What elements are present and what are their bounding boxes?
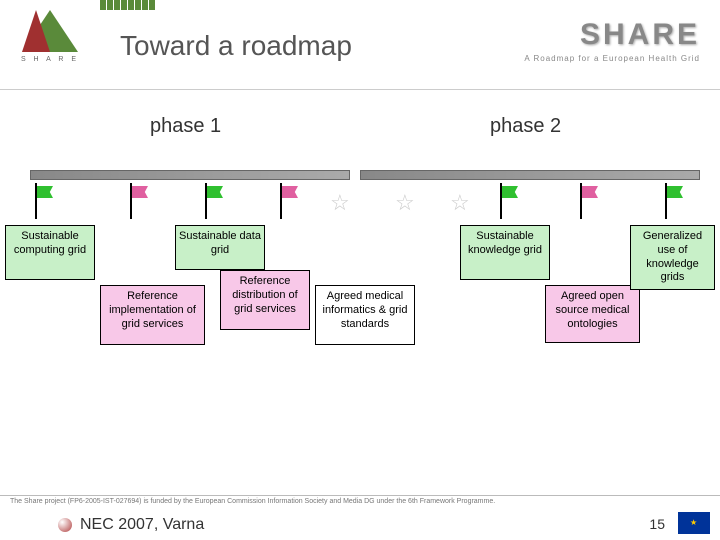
footer-funding-line: The Share project (FP6-2005-IST-027694) … xyxy=(10,498,495,505)
roadmap-diagram: phase 1 phase 2 ☆ ☆ ☆ Sustainable computin… xyxy=(0,115,720,465)
roadmap-box-b6: Sustainable knowledge grid xyxy=(460,225,550,280)
header: S H A R E Toward a roadmap SHARE A Roadm… xyxy=(0,0,720,90)
conference-label: NEC 2007, Varna xyxy=(80,516,204,534)
milestone-flag-4 xyxy=(500,183,524,219)
roadmap-box-b4: Reference distribution of grid services xyxy=(220,270,310,330)
roadmap-box-b1: Sustainable computing grid xyxy=(5,225,95,280)
milestone-flag-3 xyxy=(280,183,304,219)
share-triangle-logo: S H A R E xyxy=(15,10,85,75)
share-word: SHARE xyxy=(524,18,700,52)
milestone-flag-0 xyxy=(35,183,59,219)
timeline-bar2 xyxy=(360,170,700,180)
roadmap-box-b3: Sustainable data grid xyxy=(175,225,265,270)
milestone-flag-5 xyxy=(580,183,604,219)
milestone-flag-6 xyxy=(665,183,689,219)
roadmap-box-b2: Reference implementation of grid service… xyxy=(100,285,205,345)
phase1-label: phase 1 xyxy=(150,115,221,138)
logo-small-text: S H A R E xyxy=(15,56,85,63)
star-marker-0: ☆ xyxy=(330,190,350,216)
roadmap-box-b5: Agreed medical informatics & grid standa… xyxy=(315,285,415,345)
page-title: Toward a roadmap xyxy=(120,30,352,62)
page-number: 15 xyxy=(649,516,665,532)
roadmap-box-b7: Agreed open source medical ontologies xyxy=(545,285,640,343)
timeline-bar1 xyxy=(30,170,350,180)
share-tagline: A Roadmap for a European Health Grid xyxy=(524,54,700,63)
share-word-logo: SHARE A Roadmap for a European Health Gr… xyxy=(524,18,700,63)
milestone-flag-2 xyxy=(205,183,229,219)
phase2-label: phase 2 xyxy=(490,115,561,138)
footer: The Share project (FP6-2005-IST-027694) … xyxy=(0,495,720,540)
roadmap-box-b8: Generalized use of knowledge grids xyxy=(630,225,715,290)
eu-flag-icon xyxy=(678,512,710,534)
decor-bars xyxy=(100,0,155,10)
star-marker-2: ☆ xyxy=(450,190,470,216)
milestone-flag-1 xyxy=(130,183,154,219)
star-marker-1: ☆ xyxy=(395,190,415,216)
